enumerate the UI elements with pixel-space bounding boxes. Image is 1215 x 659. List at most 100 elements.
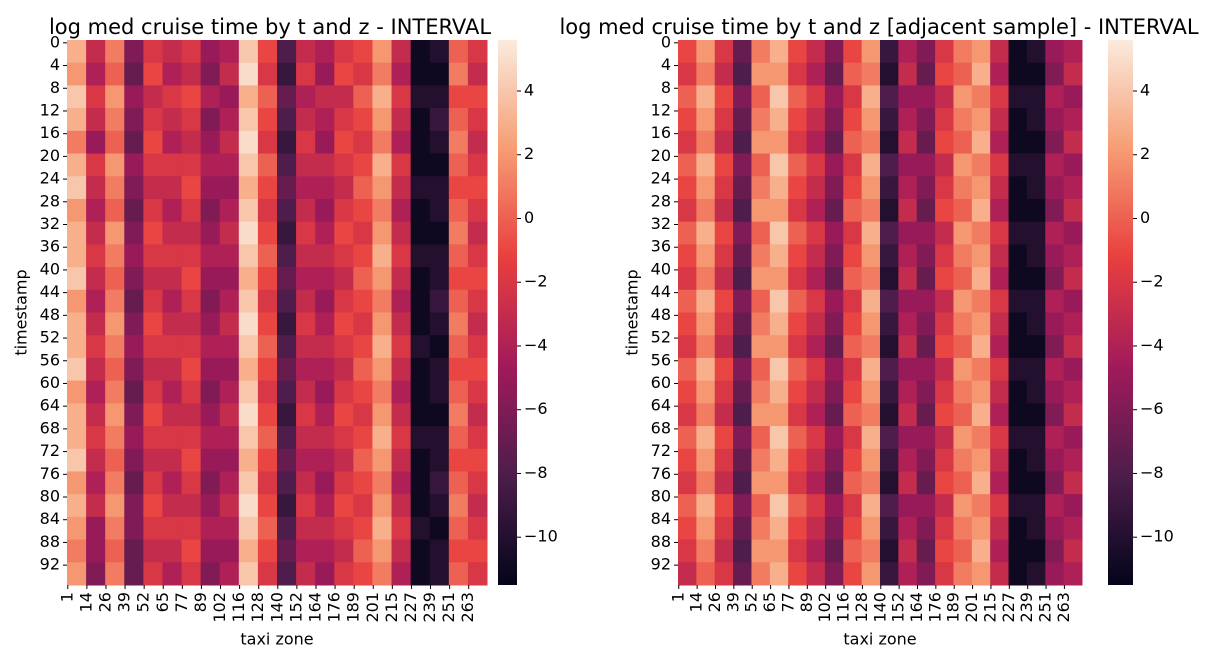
heatmap-cell: [880, 221, 899, 245]
heatmap-cell: [971, 335, 991, 359]
heatmap-cell: [334, 380, 354, 404]
heatmap-cell: [219, 516, 240, 541]
heatmap-cell: [751, 244, 771, 268]
heatmap-cell: [296, 40, 316, 64]
heatmap-cell: [861, 176, 881, 200]
heatmap-cell: [238, 85, 259, 109]
heatmap-cell: [200, 289, 221, 313]
heatmap-cell: [296, 380, 316, 404]
heatmap-cell: [1063, 516, 1083, 541]
heatmap-cell: [916, 448, 936, 472]
y-tick-label: 20: [40, 146, 60, 165]
heatmap-cell: [124, 562, 144, 586]
heatmap-cell: [806, 221, 826, 245]
colorbar-tick-label: −8: [1140, 463, 1164, 482]
heatmap-cell: [219, 108, 240, 132]
heatmap-cell: [916, 85, 936, 109]
heatmap-cell: [696, 176, 716, 200]
x-tick-label: 152: [286, 592, 305, 623]
heatmap-cell: [315, 289, 335, 313]
heatmap-cell: [162, 562, 183, 586]
heatmap-cell: [824, 335, 844, 359]
heatmap-cell: [410, 494, 431, 518]
heatmap-cell: [181, 62, 202, 86]
heatmap-cell: [238, 494, 259, 518]
heatmap-cell: [448, 108, 469, 132]
y-tick-label: 64: [40, 396, 60, 415]
heatmap-cell: [391, 176, 412, 200]
heatmap-cell: [372, 130, 393, 155]
heatmap-cell: [181, 108, 202, 132]
x-tick-label: 189: [344, 592, 363, 623]
heatmap-cell: [353, 448, 373, 472]
heatmap-cell: [824, 85, 844, 109]
heatmap-cell: [372, 403, 393, 427]
heatmap-cell: [162, 448, 183, 472]
heatmap-cell: [410, 335, 431, 359]
heatmap-cell: [916, 289, 936, 313]
heatmap-cell: [124, 403, 144, 427]
heatmap-cell: [696, 267, 716, 291]
heatmap-cell: [105, 448, 125, 472]
heatmap-cell: [880, 426, 899, 450]
heatmap-cell: [67, 403, 87, 427]
heatmap-cell: [990, 244, 1010, 268]
heatmap-cell: [391, 471, 412, 495]
heatmap-cell: [953, 153, 973, 177]
heatmap-cell: [898, 221, 918, 245]
heatmap-cell: [315, 40, 335, 64]
y-tick-label: 52: [651, 328, 671, 347]
heatmap-cell: [105, 562, 125, 586]
heatmap-cell: [124, 494, 144, 518]
heatmap-cell: [200, 471, 221, 495]
heatmap-cell: [1026, 335, 1046, 359]
heatmap-cell: [733, 448, 752, 472]
heatmap-cell: [824, 403, 844, 427]
heatmap-cell: [296, 85, 316, 109]
heatmap-cell: [467, 403, 488, 427]
heatmap-cell: [935, 448, 954, 472]
heatmap-cell: [86, 516, 106, 541]
heatmap-cell: [953, 221, 973, 245]
heatmap-cell: [105, 335, 125, 359]
heatmap-cell: [788, 130, 808, 155]
heatmap-cell: [296, 221, 316, 245]
heatmap-cell: [467, 108, 488, 132]
heatmap-cell: [696, 448, 716, 472]
heatmap-cell: [1026, 562, 1046, 586]
heatmap-cell: [990, 562, 1010, 586]
heatmap-cell: [124, 153, 144, 177]
heatmap-cell: [410, 380, 431, 404]
heatmap-cell: [429, 312, 450, 336]
heatmap-cell: [769, 471, 789, 495]
heatmap-cell: [714, 357, 734, 382]
heatmap-cell: [143, 494, 163, 518]
heatmap-cell: [67, 312, 87, 336]
heatmap-cell: [238, 221, 259, 245]
heatmap-cell: [1026, 244, 1046, 268]
heatmap-cell: [334, 403, 354, 427]
heatmap-cell: [861, 380, 881, 404]
heatmap-cell: [467, 153, 488, 177]
heatmap-cell: [1063, 335, 1083, 359]
heatmap-cell: [788, 380, 808, 404]
x-tick-label: 128: [248, 592, 267, 623]
heatmap-cell: [181, 494, 202, 518]
heatmap-cell: [953, 335, 973, 359]
heatmap-cell: [806, 153, 826, 177]
heatmap-cell: [990, 198, 1010, 223]
heatmap-cell: [277, 62, 297, 86]
heatmap-cell: [105, 198, 125, 223]
heatmap-cell: [880, 267, 899, 291]
heatmap-cell: [372, 494, 393, 518]
heatmap-cell: [788, 516, 808, 541]
heatmap-cell: [257, 40, 278, 64]
heatmap-cell: [953, 403, 973, 427]
heatmap-cell: [935, 267, 954, 291]
heatmap-cell: [1063, 62, 1083, 86]
heatmap-cell: [391, 312, 412, 336]
heatmap-cell: [990, 85, 1010, 109]
heatmap-cell: [353, 335, 373, 359]
heatmap-cell: [898, 357, 918, 382]
heatmap-cell: [277, 448, 297, 472]
